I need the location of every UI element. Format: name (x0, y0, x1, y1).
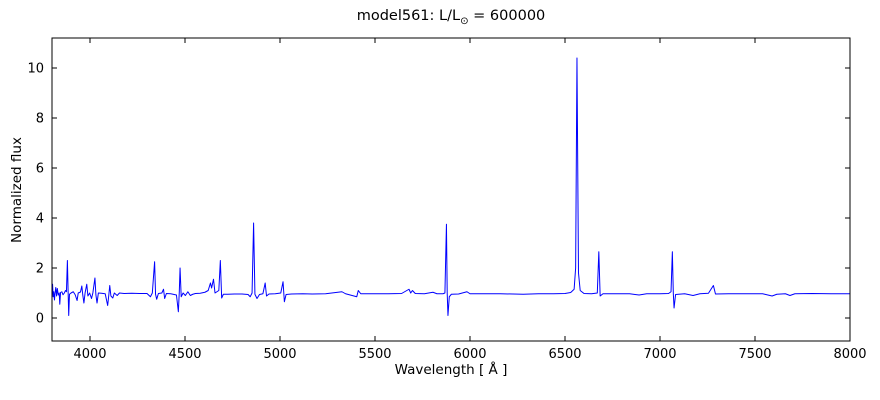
x-tick-label: 6500 (548, 347, 581, 362)
y-tick-label: 10 (27, 62, 44, 77)
solar-symbol: ⊙ (460, 15, 469, 27)
y-axis-label: Normalized flux (9, 137, 25, 243)
y-tick-label: 4 (36, 212, 44, 227)
x-tick-label: 6000 (453, 347, 486, 362)
x-tick-label: 4000 (73, 347, 106, 362)
chart-title-text: model561: L/L (356, 8, 461, 24)
y-tick-label: 2 (36, 262, 44, 277)
x-tick-label: 5000 (263, 347, 296, 362)
y-tick-label: 0 (36, 312, 44, 327)
y-tick-label: 8 (36, 112, 44, 127)
y-tick-label: 6 (36, 162, 44, 177)
x-tick-label: 7000 (643, 347, 676, 362)
spectrum-line (51, 57, 850, 316)
x-tick-label: 5500 (358, 347, 391, 362)
x-tick-label: 7500 (738, 347, 771, 362)
plot-border (51, 37, 851, 342)
x-tick-label: 8000 (833, 347, 866, 362)
chart-title: model561: L/L⊙ = 600000 (52, 8, 850, 27)
chart-title-value: = 600000 (468, 8, 546, 24)
x-tick-label: 4500 (168, 347, 201, 362)
x-axis-label: Wavelength [ Å ] (394, 362, 508, 378)
